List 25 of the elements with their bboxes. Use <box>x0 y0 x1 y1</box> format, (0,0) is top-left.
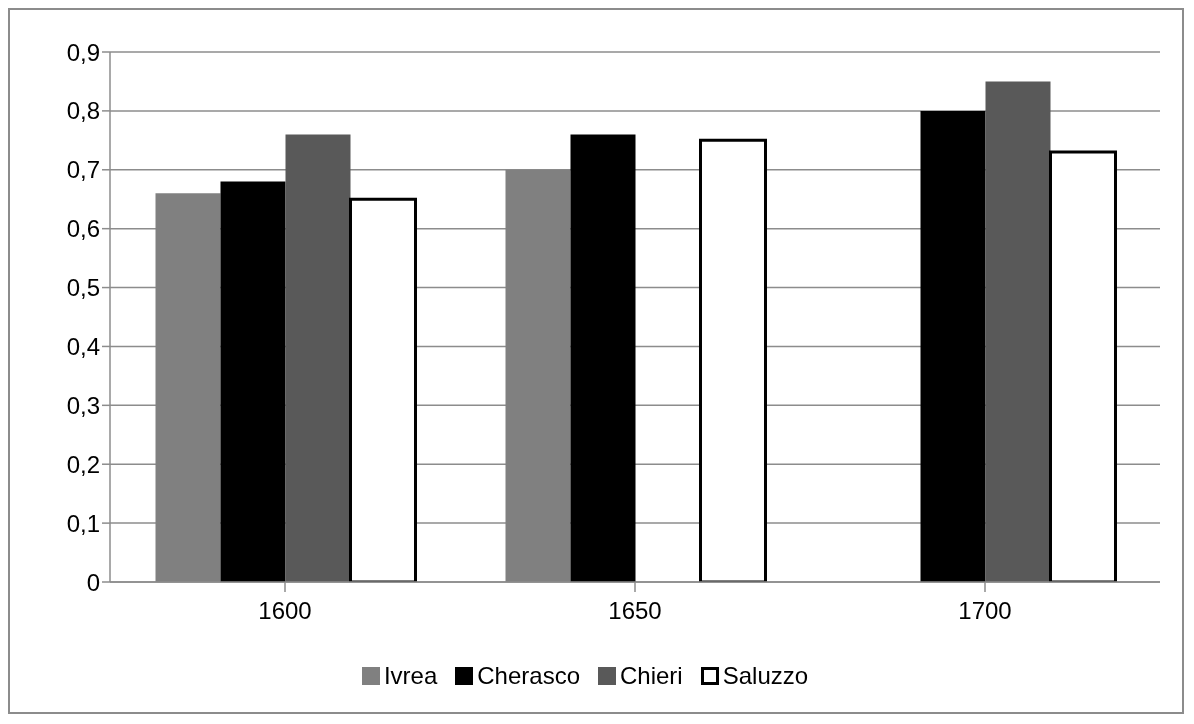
bar <box>985 81 1051 582</box>
y-tick-label: 0,2 <box>66 450 100 478</box>
x-tick-label: 1650 <box>608 597 662 625</box>
y-tick-label: 0,4 <box>66 332 100 360</box>
bar <box>349 197 417 582</box>
y-tick-label: 0,5 <box>66 274 100 302</box>
legend-label: Cherasco <box>477 662 580 690</box>
y-tick-label: 0,9 <box>66 38 100 66</box>
bar <box>920 110 986 582</box>
y-tick-label: 0,7 <box>66 156 100 184</box>
y-tick-label: 0,3 <box>66 391 100 419</box>
bar <box>220 181 286 582</box>
bar <box>1049 150 1117 582</box>
bar <box>699 138 767 582</box>
y-tick-label: 0 <box>86 568 100 596</box>
legend-label: Ivrea <box>383 662 438 690</box>
bar <box>570 134 636 582</box>
legend-label: Chieri <box>620 662 683 690</box>
y-tick-label: 0,8 <box>66 97 100 125</box>
x-tick-label: 1700 <box>958 597 1012 625</box>
bar <box>285 134 351 582</box>
y-tick-label: 0,1 <box>66 509 100 537</box>
x-tick-label: 1600 <box>258 597 312 625</box>
y-tick-label: 0,6 <box>66 215 100 243</box>
legend-label: Saluzzo <box>722 662 809 690</box>
